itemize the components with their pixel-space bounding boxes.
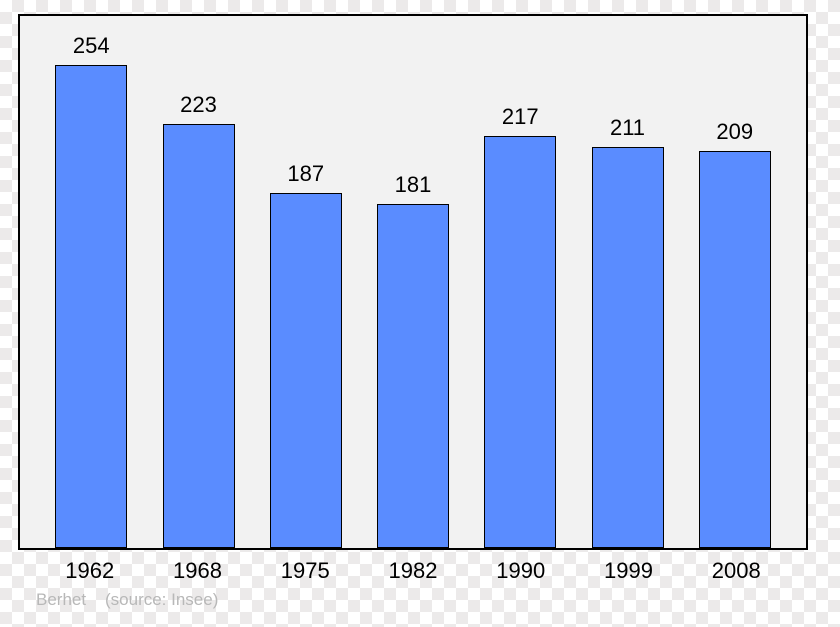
bar bbox=[377, 204, 449, 548]
chart-canvas: 254223187181217211209 196219681975198219… bbox=[0, 0, 840, 627]
bar-slot: 181 bbox=[377, 16, 449, 548]
bar-slot: 223 bbox=[163, 16, 235, 548]
bar bbox=[55, 65, 127, 548]
bar-value-label: 209 bbox=[716, 119, 753, 145]
caption-source: (source: Insee) bbox=[105, 590, 218, 609]
bar bbox=[484, 136, 556, 548]
bar-value-label: 217 bbox=[502, 104, 539, 130]
bar-slot: 254 bbox=[55, 16, 127, 548]
bar-slot: 217 bbox=[484, 16, 556, 548]
bar-value-label: 223 bbox=[180, 92, 217, 118]
bar bbox=[270, 193, 342, 548]
bar-slot: 209 bbox=[699, 16, 771, 548]
chart-caption: Berhet (source: Insee) bbox=[36, 590, 218, 610]
bars-row: 254 223 187 181 217 211 209 bbox=[20, 16, 806, 548]
x-axis-label: 1990 bbox=[485, 558, 557, 584]
x-axis-label: 2008 bbox=[700, 558, 772, 584]
x-axis-label: 1999 bbox=[593, 558, 665, 584]
bar bbox=[163, 124, 235, 548]
x-axis-labels-row: 1962 1968 1975 1982 1990 1999 2008 bbox=[18, 558, 808, 584]
x-axis-label: 1975 bbox=[269, 558, 341, 584]
caption-location: Berhet bbox=[36, 590, 86, 609]
x-axis-label: 1982 bbox=[377, 558, 449, 584]
plot-frame: 254 223 187 181 217 211 209 bbox=[18, 14, 808, 550]
bar-value-label: 211 bbox=[610, 115, 645, 141]
bar bbox=[592, 147, 664, 548]
bar-value-label: 254 bbox=[73, 33, 110, 59]
bar-value-label: 187 bbox=[287, 161, 324, 187]
bar-slot: 187 bbox=[270, 16, 342, 548]
bar-value-label: 181 bbox=[395, 172, 432, 198]
bar bbox=[699, 151, 771, 548]
x-axis-label: 1962 bbox=[54, 558, 126, 584]
bar-slot: 211 bbox=[592, 16, 664, 548]
x-axis-label: 1968 bbox=[162, 558, 234, 584]
